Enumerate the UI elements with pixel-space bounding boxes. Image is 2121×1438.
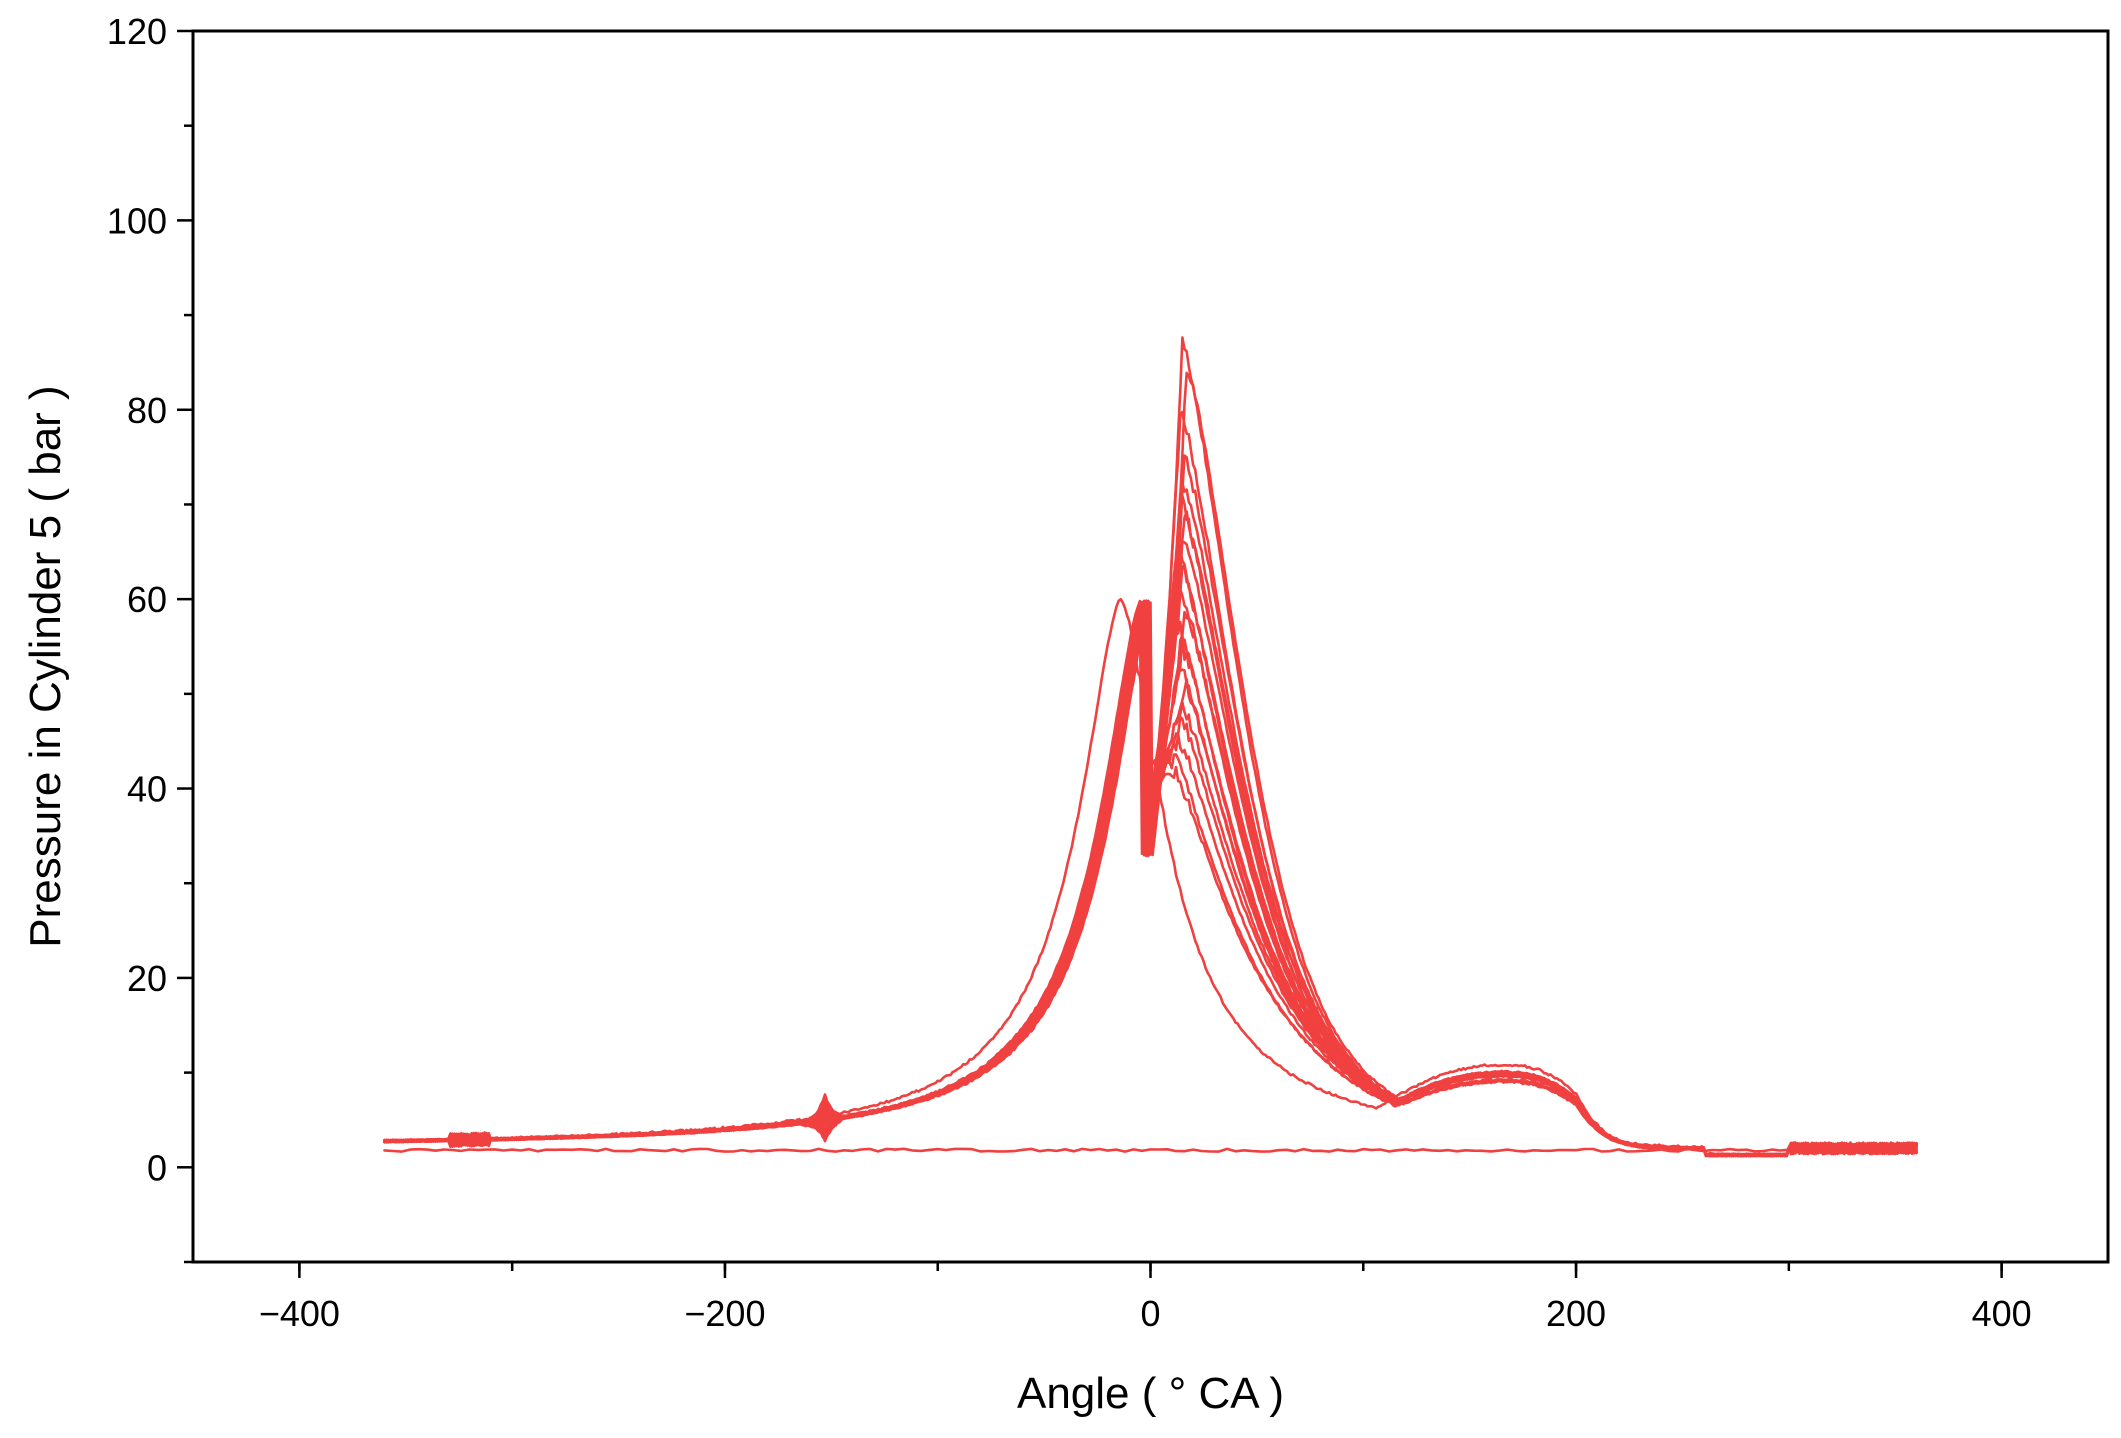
plot-frame xyxy=(191,29,2110,1264)
x-tick-label: 400 xyxy=(1972,1293,2032,1334)
x-tick-label: 0 xyxy=(1140,1293,1160,1334)
x-tick-label: 200 xyxy=(1546,1293,1606,1334)
y-tick-label: 120 xyxy=(107,11,167,52)
y-tick-label: 20 xyxy=(127,958,167,999)
y-tick-label: 40 xyxy=(127,769,167,810)
y-axis-ticks: 0 20 40 60 80 100 120 xyxy=(107,11,193,1188)
x-axis-title: Angle ( ° CA ) xyxy=(1017,1369,1284,1418)
baseline-trace xyxy=(383,1147,1918,1153)
series-group xyxy=(383,336,1918,1158)
y-tick-label: 0 xyxy=(147,1147,167,1188)
x-tick-label: −200 xyxy=(684,1293,765,1334)
y-tick-label: 60 xyxy=(127,579,167,620)
y-tick-label: 80 xyxy=(127,390,167,431)
y-axis-title: Pressure in Cylinder 5 ( bar ) xyxy=(21,385,70,947)
x-tick-label: −400 xyxy=(259,1293,340,1334)
x-axis-ticks: −400 −200 0 200 400 xyxy=(259,1262,2032,1334)
cycle-trace xyxy=(383,597,1918,1157)
y-tick-label: 100 xyxy=(107,200,167,241)
